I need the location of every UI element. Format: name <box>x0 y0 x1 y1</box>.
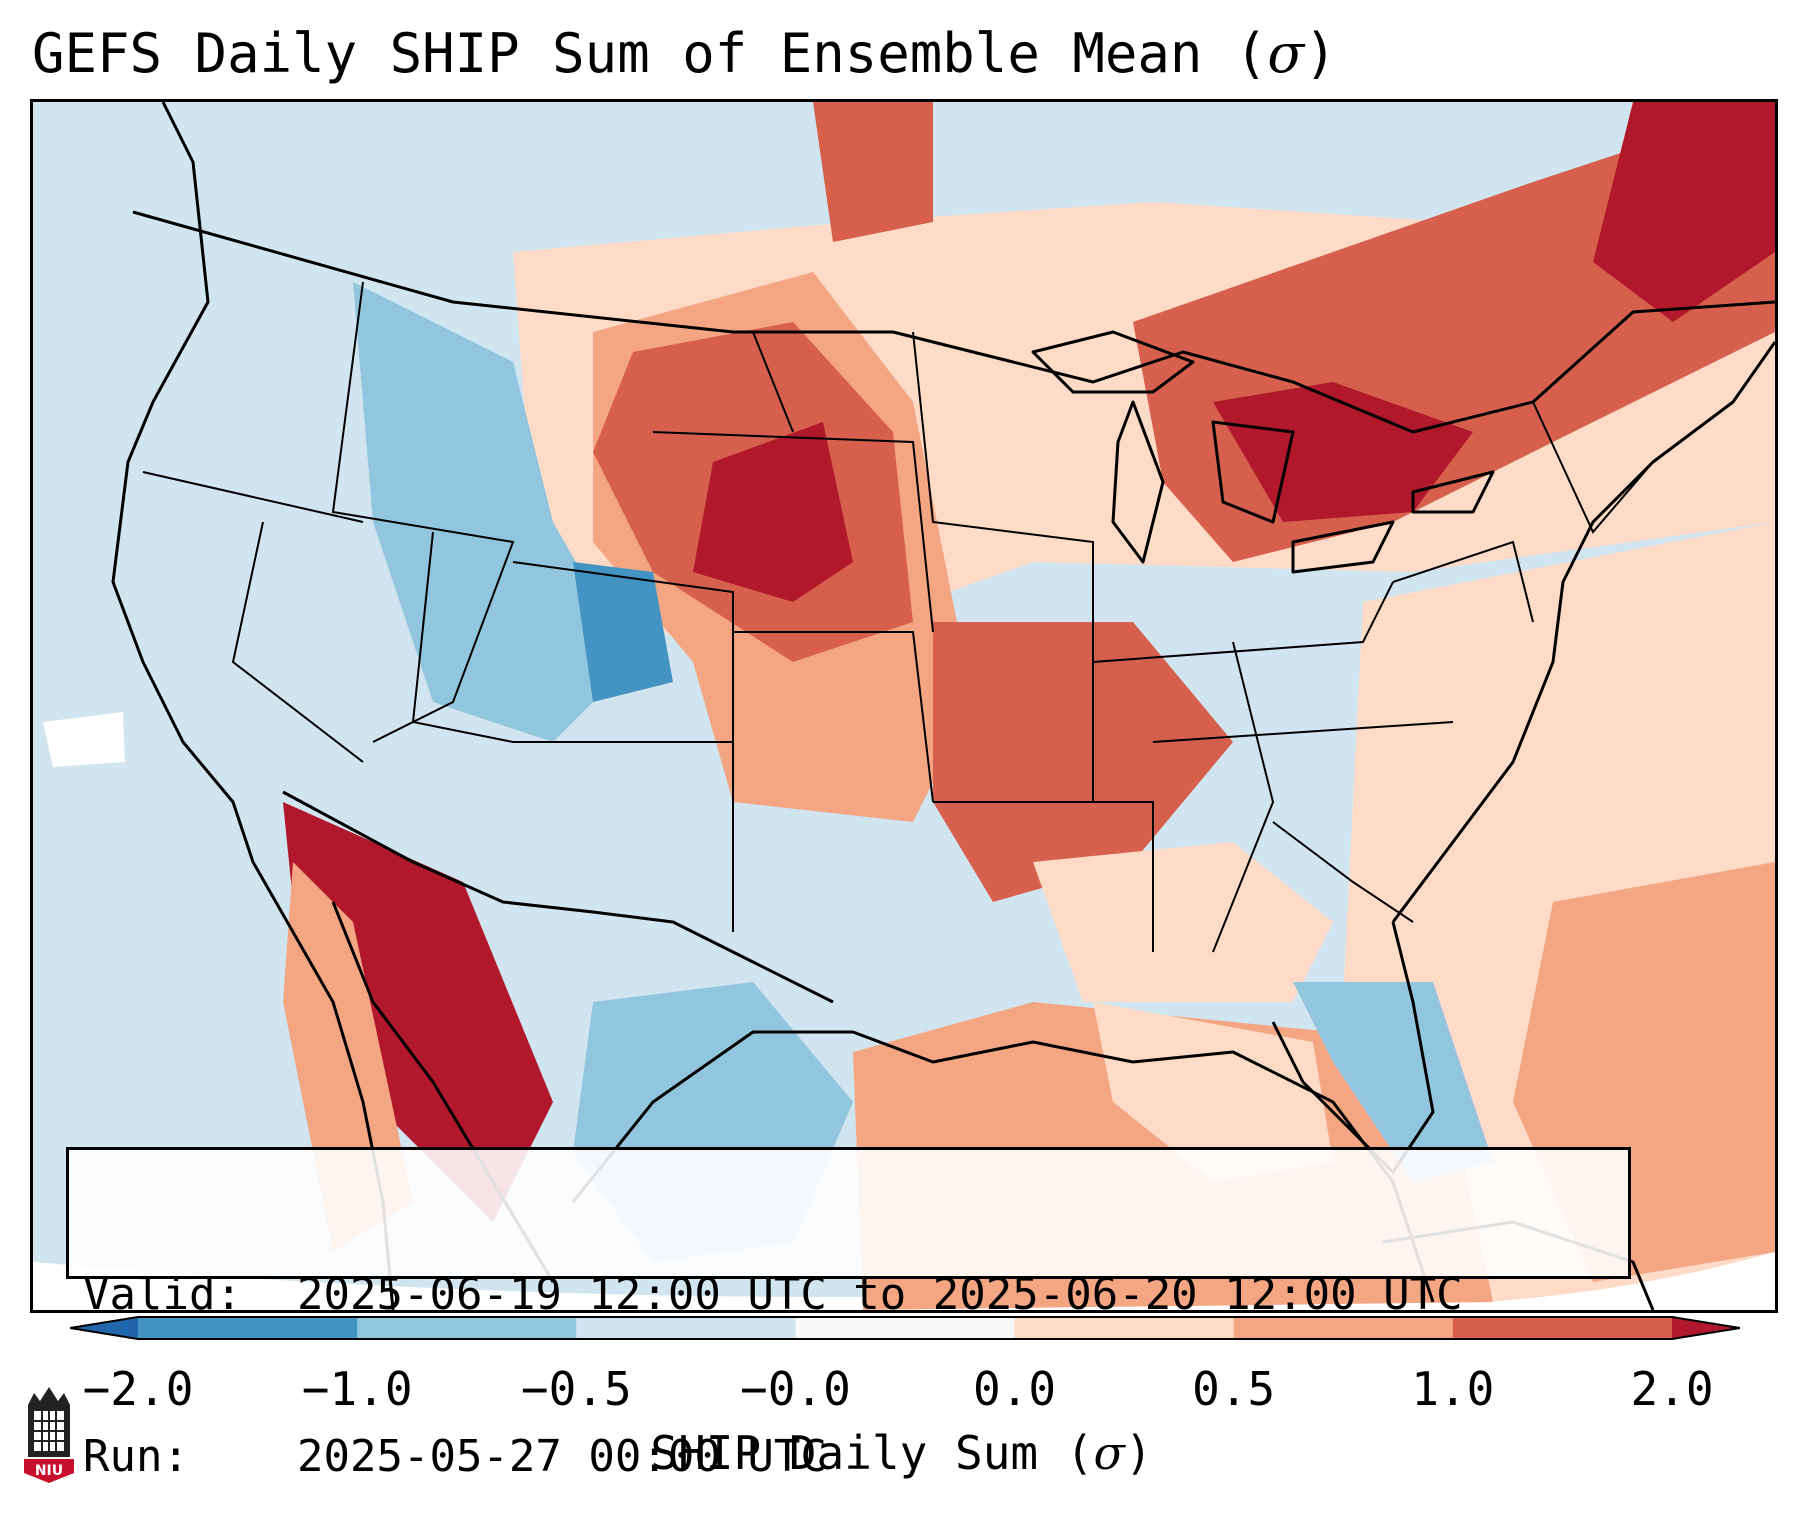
state-borders <box>142 281 1654 953</box>
colorbar <box>70 1316 1740 1340</box>
lake-ontario <box>1411 470 1495 514</box>
colorbar-under-extension <box>70 1317 138 1339</box>
colorbar-bin <box>1233 1317 1454 1339</box>
coastlines <box>111 102 1775 1310</box>
region-southeast-light <box>1033 842 1333 1002</box>
lake-huron <box>1211 420 1295 524</box>
valid-label: Valid: <box>83 1269 242 1320</box>
region-quebec-core <box>1593 102 1775 322</box>
canada-border <box>132 210 1775 434</box>
valid-value: 2025-06-19 12:00 UTC to 2025-06-20 12:00… <box>297 1269 1463 1320</box>
region-florida-cold <box>1293 982 1493 1182</box>
colorbar-tick-label: 2.0 <box>1630 1362 1714 1416</box>
region-nebraska-core <box>693 422 853 602</box>
lake-erie <box>1291 520 1395 574</box>
east-coast <box>1391 341 1775 923</box>
shaded-map <box>33 102 1775 1310</box>
colorbar-tick-label: 0.0 <box>973 1362 1057 1416</box>
niu-logo: NIU <box>24 1387 74 1483</box>
colorbar-tick-label: −0.5 <box>520 1362 632 1416</box>
colorbar-bin <box>138 1317 358 1339</box>
run-label: Run: <box>83 1431 189 1482</box>
valid-run-info-box: Valid: 2025-06-19 12:00 UTC to 2025-06-20… <box>66 1147 1631 1482</box>
gulf-coast <box>571 1030 1435 1303</box>
colorbar-bin <box>357 1317 577 1339</box>
lake-michigan <box>1111 400 1165 564</box>
valid-row: Valid: 2025-06-19 12:00 UTC to 2025-06-20… <box>83 1268 1628 1322</box>
logo-text: NIU <box>35 1463 63 1479</box>
colorbar-tick-label: 0.5 <box>1192 1362 1276 1416</box>
colorbar-label: SHIP Daily Sum (σ) <box>650 1426 1153 1480</box>
region-pacific-neutral <box>43 712 125 767</box>
colorbar-bin <box>795 1317 1016 1339</box>
colorbar-tick-label: −2.0 <box>82 1362 194 1416</box>
run-value: 2025-05-27 00:00 UTC <box>297 1431 827 1482</box>
chart-title: GEFS Daily SHIP Sum of Ensemble Mean (σ) <box>32 22 1337 85</box>
region-gulf-light <box>1093 1002 1333 1182</box>
colorbar-tick-label: 1.0 <box>1411 1362 1495 1416</box>
colorbar-over-extension <box>1672 1317 1740 1339</box>
west-coast <box>111 102 395 1310</box>
colorbar-tick-label: −0.0 <box>740 1362 851 1416</box>
region-lakes-core <box>1213 382 1473 522</box>
region-midsouth <box>933 622 1233 902</box>
region-baja-red <box>283 802 553 1222</box>
colorbar-bin <box>576 1317 796 1339</box>
colorbar-bin <box>1014 1317 1235 1339</box>
colorbar-tick-label: −1.0 <box>301 1362 413 1416</box>
mexico-border <box>282 790 834 1004</box>
region-montana-top <box>813 102 933 242</box>
lake-superior <box>1031 330 1195 394</box>
map-panel <box>30 99 1778 1313</box>
colorbar-bin <box>1452 1317 1673 1339</box>
run-row: Run: 2025-05-27 00:00 UTC <box>83 1430 1628 1484</box>
region-colorado-cold <box>573 562 673 702</box>
